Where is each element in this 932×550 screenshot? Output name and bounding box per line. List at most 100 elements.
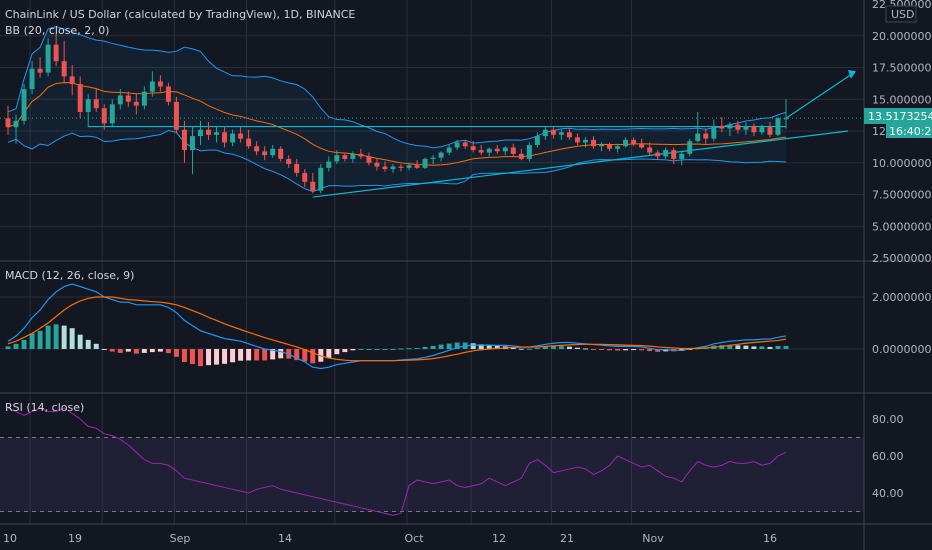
candle-body [117,95,123,105]
macd-histogram-bar [326,349,332,359]
macd-histogram-bar [470,343,476,349]
candle-body [518,153,524,159]
macd-histogram-bar [37,330,43,349]
macd-histogram-bar [141,349,147,353]
macd-histogram-bar [639,349,645,351]
candle-body [390,166,396,170]
candle-body [542,129,548,137]
candle-body [430,157,436,159]
macd-axis[interactable]: 2.00000000 0.00000000 [872,291,932,356]
macd-histogram-bar [45,325,51,349]
macd-histogram-bar [422,346,428,349]
rsi-pane[interactable] [0,407,864,516]
macd-histogram-bar [438,344,444,349]
candle-body [462,142,468,147]
candle-body [671,150,677,159]
macd-histogram-bar [165,349,171,354]
candle-body [77,84,83,112]
macd-histogram-bar [69,328,75,349]
macd-histogram-bar [125,349,131,352]
macd-histogram-bar [238,349,244,361]
macd-histogram-bar [743,345,749,349]
candle-body [719,125,725,129]
last-price-tag-bg [864,108,932,124]
macd-histogram-bar [366,349,372,350]
candle-body [550,129,556,135]
macd-indicator-label[interactable]: MACD (12, 26, close, 9) [5,269,134,282]
candle-body [13,120,19,128]
candle-body [374,162,380,167]
macd-histogram-bar [631,349,637,351]
candle-body [109,104,115,124]
macd-histogram-bar [117,349,123,353]
candle-body [133,101,139,106]
macd-histogram-bar [334,349,340,355]
candle-body [623,139,629,147]
candle-body [125,95,131,102]
candle-body [53,44,59,62]
candle-body [310,181,316,191]
candle-body [181,129,187,151]
candle-body [663,150,669,157]
macd-histogram-bar [607,349,613,351]
macd-histogram-bar [214,349,220,365]
macd-histogram-bar [591,349,596,350]
bb-basis-line [7,82,787,166]
macd-histogram-bar [246,349,252,361]
macd-histogram-bar [566,346,572,349]
candle-body [735,124,741,130]
time-tick-label: Oct [404,532,424,545]
macd-histogram-bar [454,342,460,349]
macd-histogram-bar [13,343,19,349]
macd-histogram-bar [189,349,195,365]
price-pane[interactable] [0,25,864,198]
bb-indicator-label[interactable]: BB (20, close, 2, 0) [5,24,109,37]
candle-body [5,118,11,128]
candle-body [783,118,789,120]
macd-histogram-bar [350,349,356,351]
rsi-tick-label: 80.00 [872,413,904,426]
candle-body [486,148,492,153]
candle-body [422,158,428,168]
time-tick-label: 21 [560,532,574,545]
candle-body [238,133,244,139]
macd-histogram-bar [430,345,436,349]
candle-body [446,147,452,153]
macd-tick-label: 2.00000000 [872,291,932,304]
countdown-tag-bg [886,124,932,138]
candle-body [246,138,252,147]
time-tick-label: 14 [278,532,292,545]
candle-body [222,132,228,143]
candle-body [85,99,91,112]
currency-badge[interactable]: USD [885,5,917,23]
currency-badge-bg [885,5,917,23]
macd-histogram-bar [101,349,107,350]
macd-pane[interactable] [5,283,789,370]
macd-histogram-bar [655,349,661,352]
macd-histogram-bar [727,344,733,349]
candle-body [262,151,268,156]
rsi-axis[interactable]: 80.00 60.00 40.00 [872,413,904,500]
price-tick-label: 2.50000000 [872,252,932,265]
candle-body [470,146,476,151]
candle-body [534,136,540,145]
candle-body [647,147,653,153]
candle-body [366,156,372,163]
macd-histogram-bar [414,347,420,349]
rsi-indicator-label[interactable]: RSI (14, close) [5,401,84,414]
macd-histogram-bar [270,349,276,360]
macd-histogram-bar [5,346,11,349]
bollinger-band-lines [7,25,787,193]
candle-body [254,146,260,152]
candle-body [566,132,572,138]
price-tick-label: 12. [872,125,890,138]
candle-body [438,152,444,158]
time-axis[interactable]: 10 19 Sep 14 Oct 12 21 Nov 16 [3,532,777,545]
macd-histogram-bar [494,345,500,349]
macd-histogram-bar [222,349,228,364]
candle-body [318,167,324,191]
candle-body [198,129,203,137]
candle-body [711,125,717,139]
macd-histogram-bar [93,343,99,349]
candle-body [350,153,356,159]
